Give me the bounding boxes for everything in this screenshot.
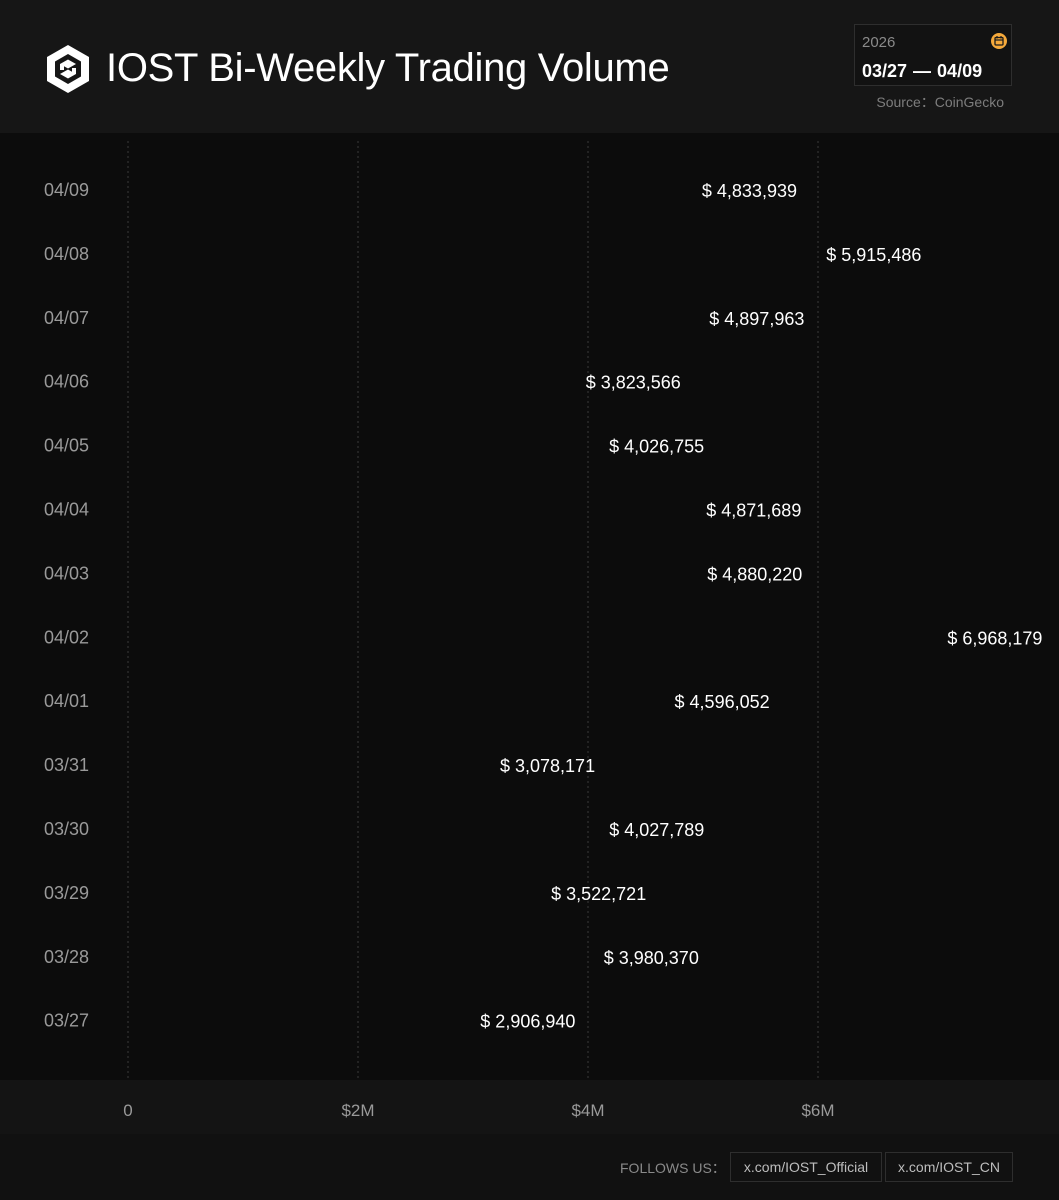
calendar-icon [991, 33, 1007, 49]
x-tick-label: 0 [123, 1101, 132, 1120]
date-year: 2026 [862, 34, 896, 51]
date-range-box: 2026 03/27—04/09 [854, 24, 1012, 86]
page-title: IOST Bi-Weekly Trading Volume [106, 46, 670, 90]
category-label: 04/08 [44, 244, 89, 264]
cn-link[interactable]: x.com/IOST_CN [885, 1152, 1013, 1182]
category-label: 04/04 [44, 500, 89, 520]
value-label: $ 4,880,220 [707, 564, 802, 584]
x-tick-label: $6M [801, 1101, 834, 1120]
category-label: 04/09 [44, 180, 89, 200]
category-label: 03/28 [44, 947, 89, 967]
category-label: 04/01 [44, 691, 89, 711]
value-label: $ 4,026,755 [609, 437, 704, 457]
value-label: $ 6,968,179 [947, 628, 1042, 648]
source-label: Source：CoinGecko [876, 94, 1004, 110]
category-label: 03/30 [44, 819, 89, 839]
value-label: $ 4,871,689 [706, 501, 801, 521]
category-label: 03/31 [44, 755, 89, 775]
category-label: 04/06 [44, 372, 89, 392]
follows-label: FOLLOWS US： [620, 1160, 726, 1176]
category-label: 03/27 [44, 1011, 89, 1031]
value-label: $ 3,823,566 [586, 373, 681, 393]
value-label: $ 4,596,052 [675, 692, 770, 712]
date-end: 04/09 [937, 61, 983, 81]
iost-logo-icon [47, 45, 89, 93]
footer: FOLLOWS US： x.com/IOST_Official x.com/IO… [0, 1134, 1059, 1200]
category-label: 03/29 [44, 883, 89, 903]
category-label: 04/02 [44, 627, 89, 647]
category-label: 04/03 [44, 563, 89, 583]
value-label: $ 4,027,789 [609, 820, 704, 840]
value-label: $ 3,522,721 [551, 884, 646, 904]
date-start: 03/27 [862, 61, 908, 81]
x-axis-band [0, 1080, 1059, 1134]
category-label: 04/05 [44, 436, 89, 456]
date-range: 03/27—04/09 [862, 61, 982, 82]
value-label: $ 3,980,370 [604, 948, 699, 968]
value-label: $ 4,833,939 [702, 181, 797, 201]
header: IOST Bi-Weekly Trading Volume 2026 03/27… [0, 0, 1059, 133]
bar-chart: 04/09 $ 4,833,939 04/08 $ 5,915,486 04/07 $ 4… [44, 141, 1042, 1120]
x-tick-label: $4M [571, 1101, 604, 1120]
value-label: $ 2,906,940 [480, 1012, 575, 1032]
date-separator: — [913, 61, 932, 81]
official-link[interactable]: x.com/IOST_Official [730, 1152, 882, 1182]
value-label: $ 5,915,486 [826, 245, 921, 265]
value-label: $ 4,897,963 [709, 309, 804, 329]
category-label: 04/07 [44, 308, 89, 328]
x-tick-label: $2M [341, 1101, 374, 1120]
value-label: $ 3,078,171 [500, 756, 595, 776]
